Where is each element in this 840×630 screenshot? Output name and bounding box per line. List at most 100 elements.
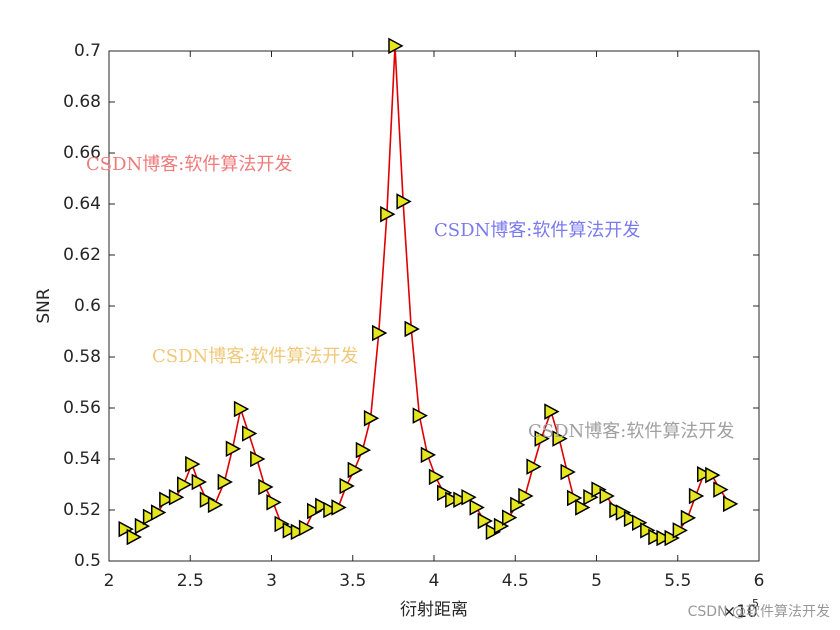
data-marker bbox=[510, 496, 526, 514]
data-marker bbox=[599, 487, 615, 505]
data-marker bbox=[428, 468, 445, 486]
data-marker bbox=[560, 463, 576, 481]
data-marker bbox=[453, 491, 469, 509]
y-tick-label: 0.58 bbox=[63, 347, 101, 367]
data-marker bbox=[258, 478, 274, 496]
data-marker bbox=[396, 193, 412, 210]
data-marker bbox=[274, 515, 290, 533]
data-marker bbox=[151, 504, 167, 521]
data-marker bbox=[142, 508, 159, 526]
x-tick-label: 5.5 bbox=[664, 571, 691, 591]
data-marker bbox=[168, 488, 185, 506]
data-marker bbox=[575, 499, 591, 516]
data-marker bbox=[185, 455, 201, 473]
data-marker bbox=[388, 37, 404, 55]
data-marker bbox=[502, 509, 518, 526]
data-marker bbox=[380, 205, 396, 223]
data-marker bbox=[298, 519, 315, 537]
watermark: CSDN博客:软件算法开发 bbox=[152, 346, 358, 367]
y-tick-label: 0.54 bbox=[63, 449, 101, 469]
y-tick-label: 0.5 bbox=[74, 551, 101, 571]
data-marker bbox=[534, 430, 550, 447]
data-marker bbox=[723, 495, 739, 513]
x-tick-label: 2 bbox=[104, 571, 115, 591]
data-marker bbox=[640, 522, 656, 539]
data-marker bbox=[404, 320, 420, 338]
watermark: CSDN博客:软件算法开发 bbox=[86, 154, 292, 175]
data-marker bbox=[544, 403, 560, 420]
x-multiplier-exponent: 5 bbox=[752, 597, 759, 610]
data-marker bbox=[266, 494, 282, 511]
data-marker bbox=[134, 517, 151, 535]
y-tick-label: 0.6 bbox=[74, 296, 101, 316]
data-marker bbox=[583, 488, 599, 506]
data-marker bbox=[623, 510, 640, 528]
data-marker bbox=[461, 488, 477, 506]
data-marker bbox=[191, 473, 207, 491]
data-marker bbox=[672, 522, 688, 539]
data-marker bbox=[445, 491, 461, 509]
data-marker bbox=[199, 491, 216, 509]
data-marker bbox=[355, 441, 372, 459]
data-marker bbox=[412, 407, 428, 424]
data-marker bbox=[615, 504, 632, 521]
data-marker bbox=[632, 514, 648, 532]
x-axis-label: 衍射距离 bbox=[400, 600, 468, 620]
data-marker bbox=[526, 458, 542, 475]
x-multiplier: ×10 bbox=[722, 602, 758, 622]
x-tick-label: 4 bbox=[429, 571, 440, 591]
data-marker bbox=[420, 446, 437, 464]
data-marker bbox=[347, 461, 363, 479]
y-axis-label: SNR bbox=[34, 288, 54, 324]
y-tick-label: 0.62 bbox=[63, 245, 101, 265]
data-marker bbox=[688, 487, 705, 505]
data-marker bbox=[591, 481, 607, 498]
data-marker bbox=[477, 512, 493, 530]
plot-area bbox=[108, 50, 760, 562]
data-marker bbox=[331, 499, 347, 516]
x-tick-label: 3.5 bbox=[339, 571, 366, 591]
x-tick-label: 2.5 bbox=[177, 571, 204, 591]
data-marker bbox=[225, 440, 242, 458]
data-marker bbox=[177, 476, 193, 493]
data-marker bbox=[485, 523, 502, 541]
data-marker bbox=[680, 509, 697, 527]
y-tick-label: 0.66 bbox=[63, 143, 101, 163]
data-marker bbox=[363, 409, 380, 427]
data-marker bbox=[469, 499, 485, 516]
data-marker bbox=[656, 529, 672, 547]
footer-watermark: CSDN @软件算法开发 bbox=[688, 604, 830, 620]
data-marker bbox=[159, 491, 175, 509]
data-marker bbox=[282, 522, 298, 539]
data-marker bbox=[713, 481, 729, 498]
watermark: CSDN博客:软件算法开发 bbox=[434, 220, 640, 241]
data-marker bbox=[290, 523, 307, 541]
x-tick-label: 6 bbox=[754, 571, 765, 591]
data-marker bbox=[118, 520, 134, 538]
x-tick-label: 5 bbox=[591, 571, 602, 591]
x-tick-label: 3 bbox=[266, 571, 277, 591]
data-marker bbox=[217, 473, 233, 491]
y-tick-label: 0.64 bbox=[63, 194, 101, 214]
data-marker bbox=[437, 484, 453, 502]
data-marker bbox=[648, 528, 664, 546]
data-marker bbox=[493, 517, 510, 535]
data-marker bbox=[552, 430, 568, 447]
data-marker bbox=[207, 496, 224, 514]
data-marker bbox=[323, 501, 339, 519]
data-marker bbox=[697, 466, 713, 483]
y-tick-label: 0.68 bbox=[63, 92, 101, 112]
data-marker bbox=[339, 477, 355, 495]
data-marker bbox=[315, 497, 331, 515]
data-marker bbox=[126, 528, 142, 546]
data-marker bbox=[567, 489, 583, 507]
x-tick-label: 4.5 bbox=[502, 571, 529, 591]
data-marker bbox=[307, 502, 323, 520]
data-marker bbox=[372, 324, 388, 342]
data-marker bbox=[664, 529, 680, 547]
data-marker bbox=[250, 450, 266, 468]
data-marker bbox=[242, 425, 258, 442]
y-tick-label: 0.7 bbox=[74, 41, 101, 61]
